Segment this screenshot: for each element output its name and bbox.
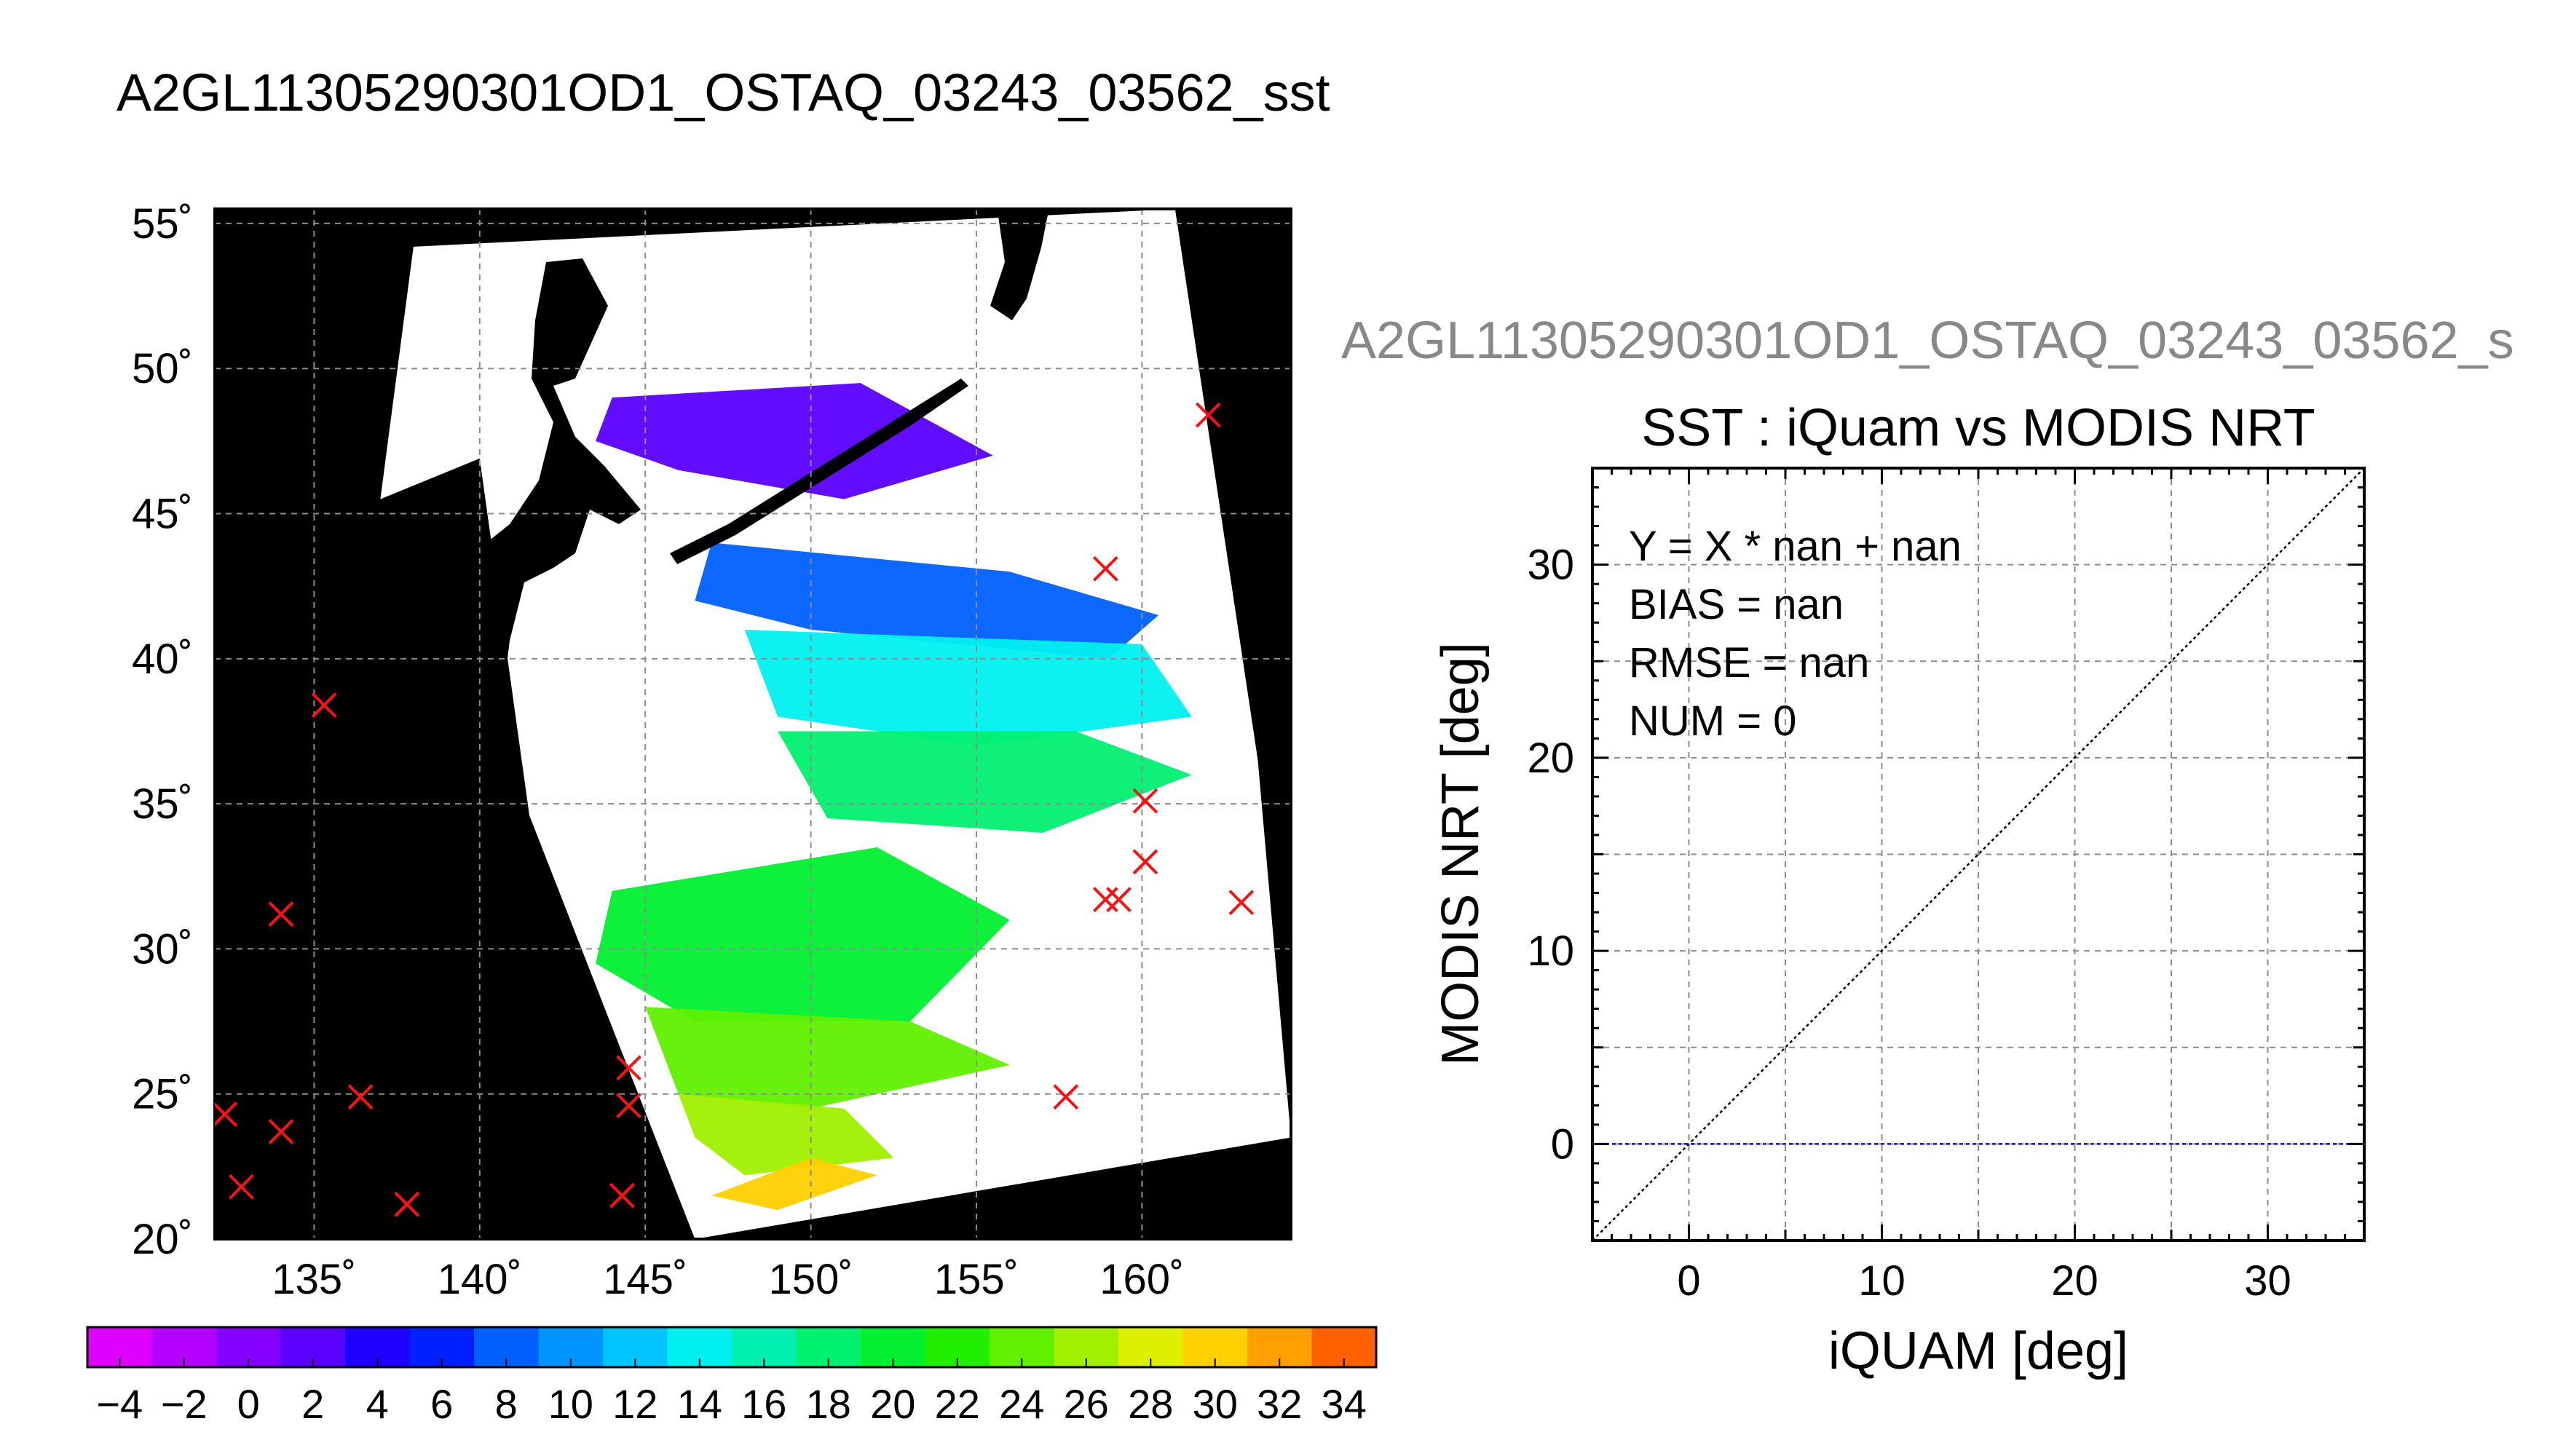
colorbar-tick-label: 22 xyxy=(935,1381,980,1427)
land-masses xyxy=(451,211,1049,699)
one-to-one-line xyxy=(1592,468,2364,1241)
colorbar-tick-label: 6 xyxy=(430,1381,453,1427)
iquam-marker xyxy=(1092,887,1118,913)
map-y-tick-label: 20˚ xyxy=(132,1216,193,1263)
sst-region xyxy=(645,1007,1010,1109)
scatter-x-tick-label: 0 xyxy=(1677,1257,1700,1305)
iquam-marker xyxy=(228,1174,254,1200)
scatter-x-axis-label: iQUAM [deg] xyxy=(1828,1322,2128,1380)
map-title: A2GL11305290301OD1_OSTAQ_03243_03562_sst xyxy=(117,64,1330,122)
colorbar-tick-label: 34 xyxy=(1322,1381,1367,1427)
iquam-marker xyxy=(347,1084,374,1110)
map-y-tick-label: 40˚ xyxy=(132,636,193,683)
kuril-ridge xyxy=(670,379,968,564)
colorbar-tick-label: −4 xyxy=(96,1381,143,1427)
iquam-markers xyxy=(215,402,1255,1217)
colorbar-tick-label: 4 xyxy=(366,1381,389,1427)
stats-rmse: RMSE = nan xyxy=(1629,639,1869,687)
sst-region xyxy=(678,1093,894,1176)
iquam-marker xyxy=(616,1093,641,1119)
colorbar-tick-label: 24 xyxy=(999,1381,1044,1427)
colorbar-tick-label: 32 xyxy=(1257,1381,1302,1427)
map-y-tick-label: 50˚ xyxy=(132,345,193,392)
stats-regression: Y = X * nan + nan xyxy=(1629,523,1962,570)
stats-num: NUM = 0 xyxy=(1629,697,1796,745)
sst-colorbar xyxy=(86,1326,1378,1369)
map-x-tick-label: 140˚ xyxy=(438,1256,522,1303)
colorbar-tick-label: −2 xyxy=(161,1381,208,1427)
colorbar-tick-label: 12 xyxy=(612,1381,657,1427)
colorbar-tick-label: 20 xyxy=(870,1381,915,1427)
scatter-file-header: A2GL11305290301OD1_OSTAQ_03243_03562_s xyxy=(1341,312,2514,370)
iquam-marker xyxy=(394,1191,420,1217)
map-frame xyxy=(213,207,1292,1241)
map-tick-labels: 135˚ 140˚ 145˚ 150˚ 155˚ 160˚ 20˚ 25˚ 30˚ 35˚ 40˚ 4… xyxy=(132,200,1184,1303)
scatter-title: SST : iQuam vs MODIS NRT xyxy=(1641,399,2315,457)
iquam-marker xyxy=(268,901,294,927)
colorbar-tick-label: 30 xyxy=(1193,1381,1238,1427)
map-grid xyxy=(215,209,1291,1239)
map-y-tick-label: 45˚ xyxy=(132,491,193,538)
sst-region xyxy=(595,383,993,499)
map-x-tick-label: 155˚ xyxy=(934,1256,1019,1303)
map-x-tick-label: 160˚ xyxy=(1099,1256,1184,1303)
scatter-y-axis-label: MODIS NRT [deg] xyxy=(1431,642,1490,1066)
colorbar-tick-label: 2 xyxy=(301,1381,324,1427)
iquam-marker xyxy=(215,1101,238,1128)
iquam-marker xyxy=(1106,887,1132,913)
colorbar-tick-label: 10 xyxy=(548,1381,593,1427)
scatter-x-tick-label: 20 xyxy=(2051,1257,2098,1305)
scatter-ticks xyxy=(1591,467,2366,1242)
iquam-marker xyxy=(1195,402,1221,428)
colorbar-tick-label: 8 xyxy=(495,1381,518,1427)
colorbar-frame xyxy=(86,1326,1378,1369)
map-y-tick-label: 25˚ xyxy=(132,1071,193,1118)
colorbar-tick-label: 26 xyxy=(1064,1381,1109,1427)
scatter-y-tick-label: 0 xyxy=(1551,1120,1574,1168)
colorbar-tick-label: 16 xyxy=(741,1381,786,1427)
sst-region xyxy=(711,1158,877,1211)
colorbar-tick-label: 28 xyxy=(1128,1381,1173,1427)
iquam-marker xyxy=(609,1182,635,1208)
map-x-tick-label: 150˚ xyxy=(769,1256,853,1303)
iquam-marker xyxy=(1132,849,1158,875)
scatter-grid xyxy=(1592,468,2364,1241)
scatter-stats-box: Y = X * nan + nan BIAS = nan RMSE = nan … xyxy=(1629,523,1962,745)
colorbar-tick-label: 18 xyxy=(806,1381,851,1427)
stats-bias: BIAS = nan xyxy=(1629,581,1844,628)
scatter-x-tick-label: 30 xyxy=(2244,1257,2291,1305)
scatter-x-tick-label: 10 xyxy=(1858,1257,1906,1305)
iquam-marker xyxy=(1132,788,1158,814)
iquam-marker xyxy=(311,692,337,719)
map-y-tick-label: 55˚ xyxy=(132,200,193,248)
iquam-marker xyxy=(1228,890,1255,916)
map-x-tick-label: 145˚ xyxy=(603,1256,687,1303)
colorbar-tick-label: 14 xyxy=(677,1381,722,1427)
scatter-tick-labels: 0 10 20 30 0 10 20 30 xyxy=(1527,542,2291,1305)
scatter-y-tick-label: 10 xyxy=(1527,927,1574,975)
scatter-y-tick-label: 20 xyxy=(1527,735,1574,782)
iquam-marker xyxy=(616,1055,641,1081)
iquam-marker xyxy=(268,1119,294,1144)
sst-region xyxy=(778,731,1192,833)
iquam-marker xyxy=(1092,555,1118,582)
colorbar-tick-labels: −4 −2 0 2 4 6 8 10 12 14 16 18 20 22 24 26 28 30 32 34 xyxy=(96,1381,1367,1427)
iquam-marker xyxy=(1053,1084,1079,1110)
map-y-tick-label: 35˚ xyxy=(132,780,193,828)
map-x-tick-label: 135˚ xyxy=(272,1256,356,1303)
scatter-y-tick-label: 30 xyxy=(1527,542,1574,589)
kamchatka-land xyxy=(990,211,1049,320)
sakhalin-hokkaido-land xyxy=(451,258,641,699)
colorbar-tick-label: 0 xyxy=(237,1381,260,1427)
sst-region xyxy=(595,847,1010,1022)
map-y-tick-label: 30˚ xyxy=(132,925,193,973)
